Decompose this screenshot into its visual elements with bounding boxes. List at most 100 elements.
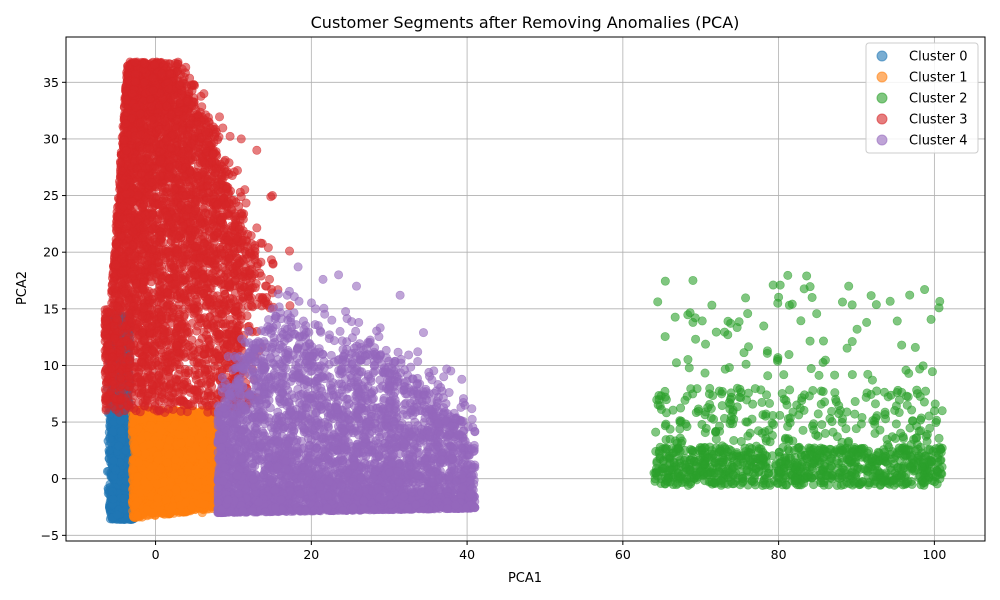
data-point (711, 426, 721, 436)
data-point (181, 498, 191, 508)
series-cluster-2 (649, 270, 947, 490)
data-point (822, 447, 832, 457)
data-point (108, 494, 118, 504)
data-point (892, 316, 902, 326)
data-point (186, 419, 196, 429)
data-point (729, 435, 739, 445)
data-point (701, 423, 711, 433)
data-point (108, 487, 118, 497)
data-point (194, 433, 204, 443)
data-point (773, 298, 783, 308)
data-point (683, 355, 693, 365)
data-point (134, 458, 144, 468)
data-point (785, 385, 795, 395)
data-point (847, 300, 857, 310)
data-point (805, 336, 815, 346)
data-point (171, 485, 181, 495)
data-point (847, 370, 857, 380)
data-point (700, 410, 710, 420)
data-point (741, 359, 751, 369)
data-point (108, 456, 118, 466)
data-point (802, 271, 812, 281)
data-point (651, 427, 661, 437)
data-point (862, 317, 872, 327)
data-point (857, 412, 867, 422)
data-point (198, 457, 208, 467)
data-point (916, 415, 926, 425)
data-point (156, 464, 166, 474)
data-point (130, 500, 140, 510)
data-point (743, 309, 753, 319)
data-point (128, 427, 138, 437)
data-point (837, 297, 847, 307)
data-point (851, 424, 861, 434)
data-point (184, 437, 194, 447)
data-point (814, 370, 824, 380)
data-point (105, 434, 115, 444)
data-point (136, 434, 146, 444)
data-point (784, 350, 794, 360)
data-point (808, 421, 818, 431)
data-point (104, 446, 114, 456)
data-point (131, 444, 141, 454)
data-point (177, 423, 187, 433)
data-point (709, 414, 719, 424)
data-point (725, 399, 735, 409)
data-point (128, 464, 138, 474)
data-point (852, 324, 862, 334)
data-point (935, 296, 945, 306)
data-point (871, 300, 881, 310)
data-point (156, 426, 166, 436)
data-point (759, 321, 769, 331)
data-point (144, 440, 154, 450)
data-point (748, 399, 758, 409)
data-point (168, 501, 178, 511)
data-point (918, 361, 928, 371)
data-point (779, 370, 789, 380)
data-point (827, 406, 837, 416)
data-point (683, 310, 693, 320)
data-point (783, 444, 793, 454)
data-point (114, 441, 124, 451)
data-point (863, 369, 873, 379)
data-point (684, 363, 694, 373)
data-point (880, 410, 890, 420)
data-point (160, 477, 170, 487)
data-points (100, 57, 947, 524)
data-point (812, 309, 822, 319)
data-point (688, 275, 698, 285)
data-point (736, 436, 746, 446)
data-point (200, 492, 210, 502)
data-point (153, 493, 163, 503)
data-point (783, 270, 793, 280)
data-point (741, 293, 751, 303)
data-point (907, 405, 917, 415)
data-point (850, 397, 860, 407)
data-point (148, 508, 158, 518)
data-point (162, 458, 172, 468)
data-point (758, 453, 768, 463)
data-point (885, 296, 895, 306)
data-point (179, 481, 189, 491)
data-point (775, 280, 785, 290)
data-point (897, 340, 907, 350)
data-point (176, 507, 186, 517)
data-point (926, 314, 936, 324)
data-point (796, 316, 806, 326)
data-point (807, 292, 817, 302)
data-point (186, 447, 196, 457)
data-point (820, 355, 830, 365)
data-point (121, 445, 131, 455)
data-point (762, 346, 772, 356)
data-point (707, 300, 717, 310)
data-point (765, 398, 775, 408)
data-point (660, 332, 670, 342)
data-point (924, 411, 934, 421)
data-point (910, 342, 920, 352)
data-point (192, 478, 202, 488)
data-point (844, 281, 854, 291)
data-point (111, 465, 121, 475)
data-point (140, 477, 150, 487)
data-point (200, 467, 210, 477)
